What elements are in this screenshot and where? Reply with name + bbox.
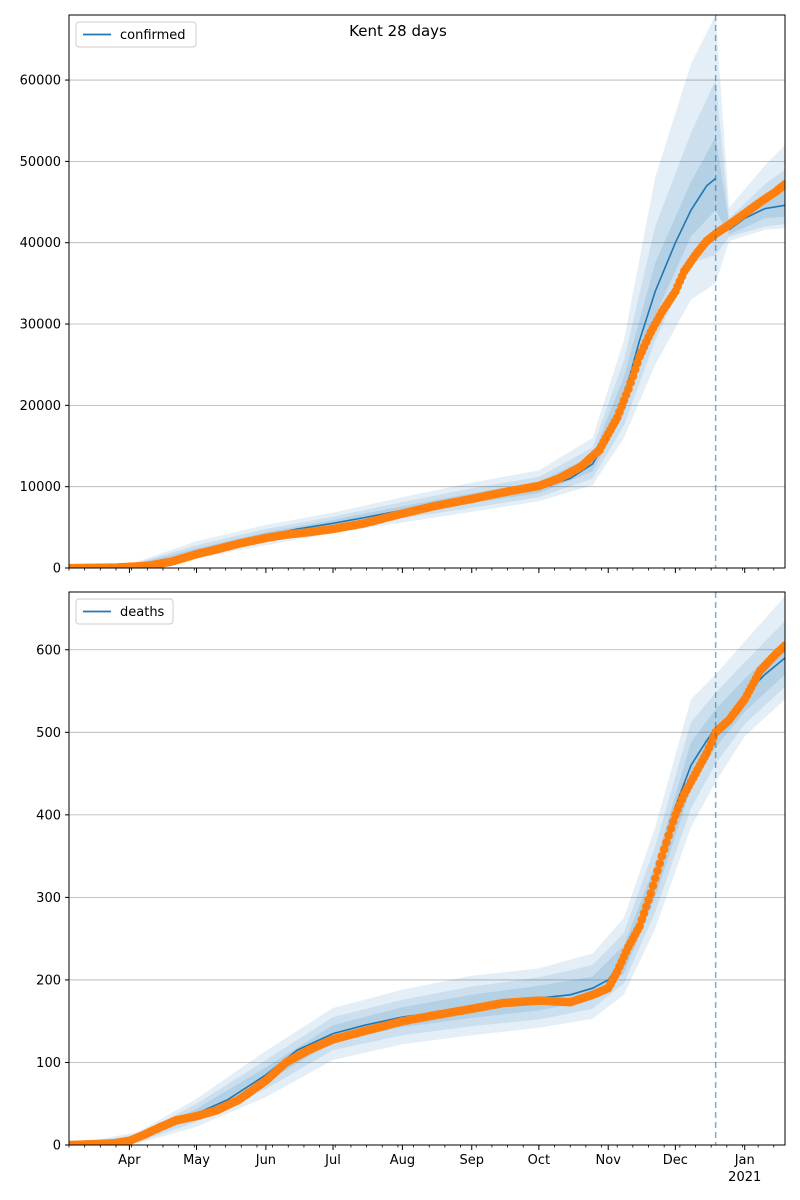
observed-point	[644, 895, 653, 905]
observed-point	[780, 641, 785, 650]
observed-point	[653, 866, 662, 876]
observed-point	[662, 838, 671, 847]
legend: deaths	[75, 598, 174, 625]
observed-point	[630, 365, 640, 374]
deaths-panel: 0 100 200 300 400 500 600 Apr May Jun Jul Aug Sep Oct…	[36, 591, 786, 1185]
observed-series	[69, 179, 785, 568]
observed-point	[635, 922, 644, 931]
y-tick-label: 40000	[20, 236, 61, 251]
x-tick-label: Jul	[324, 1153, 341, 1168]
y-tick-label: 500	[36, 726, 61, 741]
observed-point	[642, 902, 651, 911]
observed-point	[668, 817, 678, 826]
x-year-label: 2021	[728, 1170, 761, 1185]
observed-point	[633, 358, 642, 368]
x-tick-label: Apr	[118, 1153, 141, 1168]
legend-box	[75, 598, 174, 625]
observed-point	[626, 378, 635, 387]
figure-title: Kent 28 days	[349, 22, 447, 40]
y-tick-label: 60000	[20, 74, 61, 89]
observed-series	[69, 641, 785, 1145]
band-80	[69, 620, 785, 1145]
observed-point	[624, 384, 633, 394]
axes-frame	[68, 14, 786, 569]
x-tick-label: Aug	[390, 1153, 415, 1168]
band-95	[69, 15, 785, 568]
y-tick-label: 300	[36, 891, 61, 906]
observed-point	[657, 851, 667, 861]
y-tick-label: 10000	[20, 480, 61, 495]
band-95	[69, 596, 785, 1145]
legend-label: confirmed	[120, 28, 186, 43]
y-tick-label: 600	[36, 643, 61, 658]
observed-point	[637, 915, 647, 924]
observed-point	[664, 831, 673, 840]
y-tick-label: 20000	[20, 399, 61, 414]
observed-point	[648, 881, 658, 891]
confirmed-panel: 0 10000 20000 30000 40000 50000 60000 confirmed	[20, 14, 786, 577]
legend-box	[75, 21, 197, 48]
observed-point	[666, 824, 676, 833]
y-tick-label: 50000	[20, 155, 61, 170]
x-tick-label: May	[183, 1153, 210, 1168]
y-tick-label: 100	[36, 1056, 61, 1071]
legend: confirmed	[75, 21, 197, 48]
observed-point	[646, 889, 656, 898]
observed-point	[650, 874, 660, 883]
y-tick-label: 400	[36, 808, 61, 823]
x-tick-label: Jan	[734, 1153, 755, 1168]
y-tick-label: 0	[53, 562, 61, 577]
legend-label: deaths	[120, 605, 165, 620]
model-line	[69, 657, 785, 1145]
observed-point	[659, 844, 669, 854]
observed-point	[655, 859, 664, 868]
x-tick-label: Nov	[596, 1153, 622, 1168]
axes-frame	[68, 591, 786, 1146]
plot-area	[69, 15, 785, 568]
y-tick-label: 200	[36, 973, 61, 988]
observed-point	[780, 179, 785, 189]
band-50	[69, 641, 785, 1145]
plot-area	[69, 596, 785, 1145]
observed-point	[639, 908, 649, 918]
band-80	[69, 80, 785, 568]
x-tick-label: Oct	[528, 1153, 550, 1168]
observed-point	[628, 371, 638, 381]
y-tick-label: 30000	[20, 318, 61, 333]
x-tick-label: Sep	[459, 1153, 484, 1168]
x-tick-label: Dec	[663, 1153, 688, 1168]
x-tick-label: Jun	[255, 1153, 276, 1168]
y-tick-label: 0	[53, 1139, 61, 1154]
